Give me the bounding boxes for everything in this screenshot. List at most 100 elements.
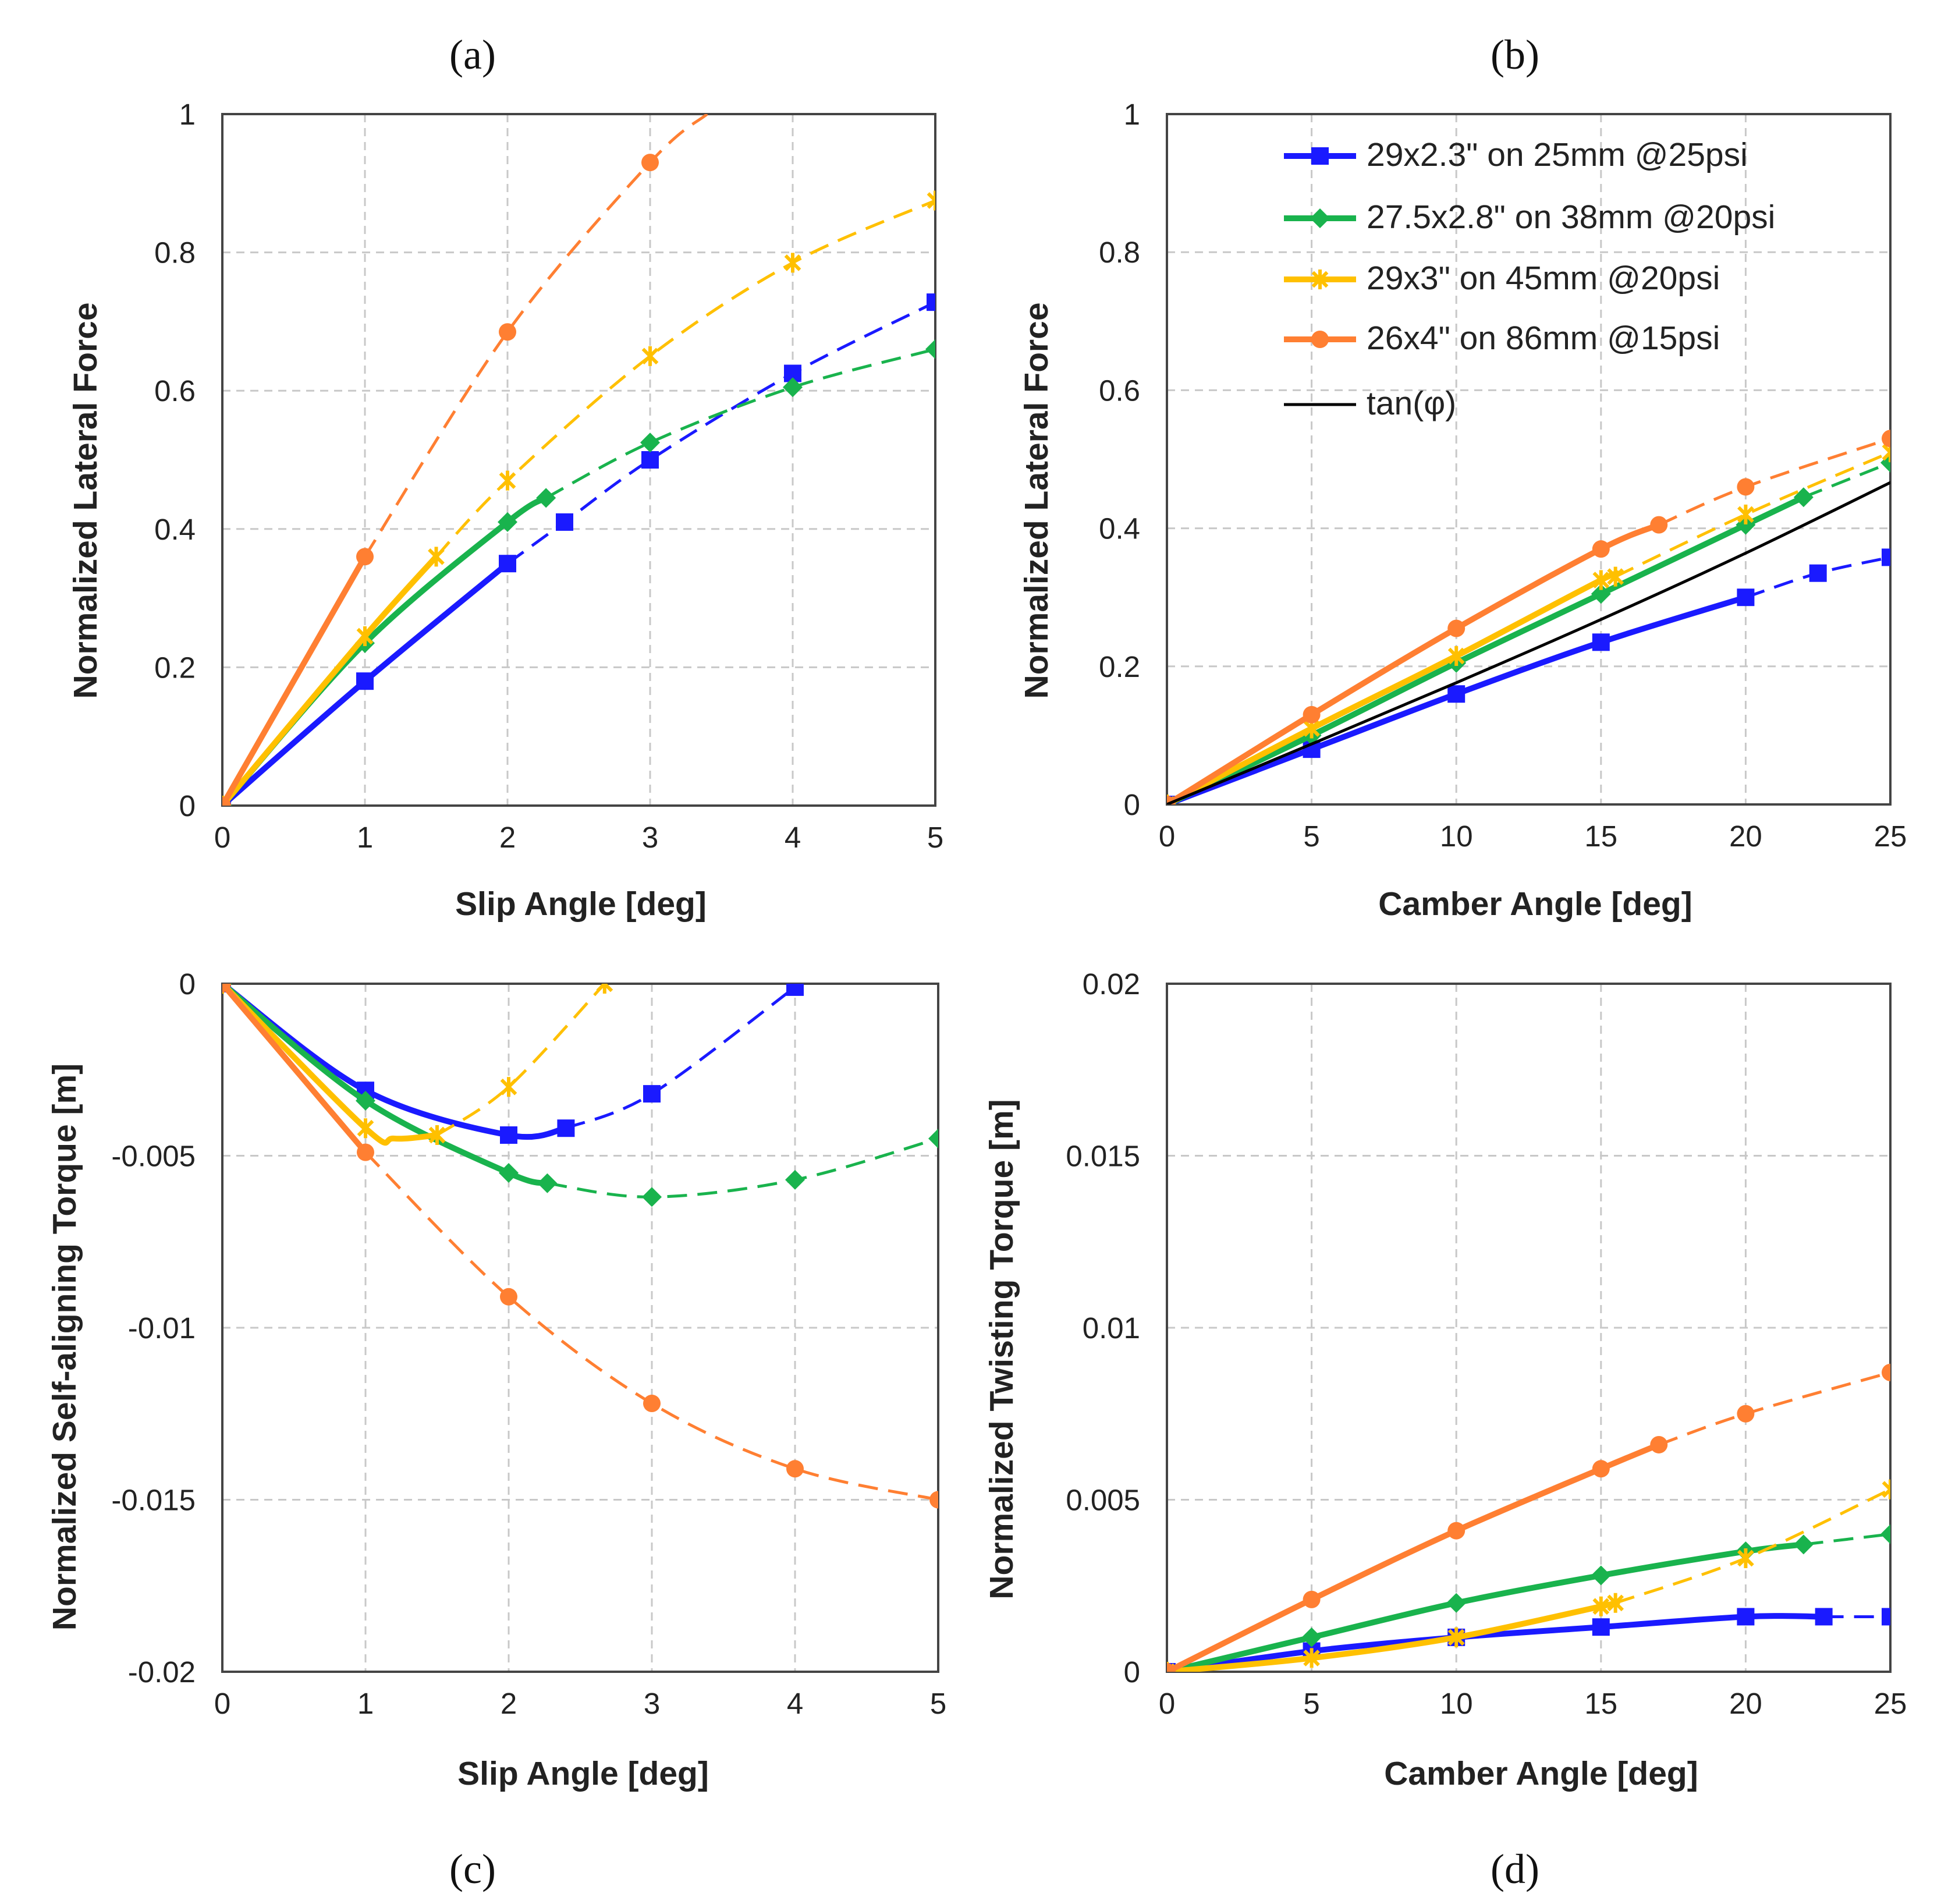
data-point bbox=[1882, 1479, 1890, 1499]
x-tick-label: 15 bbox=[1584, 820, 1617, 853]
series-2 bbox=[1167, 442, 1890, 804]
data-point bbox=[929, 1491, 938, 1509]
data-point bbox=[499, 1163, 519, 1183]
data-point bbox=[641, 346, 659, 366]
y-tick-label: 1 bbox=[179, 98, 196, 131]
x-tick-label: 5 bbox=[1303, 820, 1319, 853]
x-tick-label: 5 bbox=[930, 1687, 946, 1720]
data-point bbox=[925, 339, 935, 359]
data-point bbox=[1447, 685, 1465, 703]
y-axis-title-b: Normalized Lateral Force bbox=[1018, 302, 1055, 699]
x-tick-label: 20 bbox=[1729, 820, 1762, 853]
y-tick-label: -0.015 bbox=[111, 1484, 196, 1517]
data-point bbox=[1737, 1548, 1754, 1568]
x-tick-label: 2 bbox=[499, 821, 516, 854]
x-axis-title-d: Camber Angle [deg] bbox=[1384, 1755, 1698, 1792]
x-tick-label: 3 bbox=[644, 1687, 660, 1720]
data-point bbox=[1650, 516, 1668, 534]
y-tick-label: 0.6 bbox=[1099, 374, 1140, 407]
series-line-dashed bbox=[545, 348, 935, 499]
series-line-dashed bbox=[1614, 1488, 1890, 1605]
data-point bbox=[1167, 1663, 1176, 1672]
data-point bbox=[1447, 1522, 1465, 1540]
series-3 bbox=[222, 114, 708, 806]
data-point bbox=[1882, 430, 1890, 448]
series-3 bbox=[1167, 430, 1890, 804]
legend: 29x2.3" on 25mm @25psi 27.5x2.8" on 38mm… bbox=[1284, 136, 1775, 422]
y-axis-title-c: Normalized Self-aligning Torque [m] bbox=[46, 1063, 83, 1630]
panel-label-c: (c) bbox=[449, 1846, 496, 1892]
data-point bbox=[1809, 564, 1827, 582]
series-line-solid bbox=[1167, 494, 1807, 804]
y-tick-label: 0.015 bbox=[1066, 1140, 1140, 1173]
data-point bbox=[1592, 633, 1610, 651]
series-line-solid bbox=[222, 554, 368, 806]
series-line-dashed bbox=[1803, 1533, 1890, 1546]
y-tick-label: 0.8 bbox=[1099, 236, 1140, 269]
chart-panel-d: Camber Angle [deg] Normalized Twisting T… bbox=[983, 967, 1907, 1892]
data-point bbox=[428, 547, 445, 567]
series-2 bbox=[222, 984, 613, 1146]
data-point bbox=[786, 1460, 804, 1478]
x-tick-label: 0 bbox=[1159, 820, 1175, 853]
legend-label-3: 26x4" on 86mm @15psi bbox=[1367, 320, 1720, 357]
series-line-dashed bbox=[1658, 1371, 1890, 1446]
y-tick-label: -0.01 bbox=[128, 1311, 196, 1345]
data-point bbox=[1737, 1608, 1755, 1626]
x-tick-label: 4 bbox=[785, 821, 801, 854]
y-tick-label: 0.005 bbox=[1066, 1484, 1140, 1517]
legend-swatch-marker bbox=[1310, 208, 1330, 228]
data-point bbox=[428, 1125, 446, 1146]
x-tick-label: 5 bbox=[1303, 1687, 1319, 1720]
data-point bbox=[356, 548, 374, 566]
chart-panel-b: (b) Camber Angle [deg] Normalized Latera… bbox=[1018, 31, 1907, 923]
series-line-solid bbox=[1167, 481, 1890, 804]
series-2 bbox=[222, 190, 935, 806]
x-tick-label: 15 bbox=[1584, 1687, 1617, 1720]
x-tick-label: 5 bbox=[927, 821, 943, 854]
data-point bbox=[1793, 1534, 1814, 1555]
series-1 bbox=[222, 339, 935, 806]
data-point bbox=[356, 672, 374, 690]
data-point bbox=[1592, 570, 1610, 590]
series-line-solid bbox=[222, 984, 551, 1186]
data-point bbox=[1591, 584, 1611, 604]
legend-swatch-marker bbox=[1311, 331, 1329, 348]
y-tick-label: 0 bbox=[1124, 788, 1140, 821]
data-point bbox=[596, 984, 613, 994]
data-point bbox=[1650, 1435, 1668, 1453]
data-point bbox=[500, 1288, 517, 1306]
series-line-solid bbox=[222, 554, 439, 806]
data-point bbox=[1447, 1627, 1465, 1647]
data-point bbox=[1301, 1627, 1322, 1647]
data-point bbox=[1303, 1648, 1320, 1668]
series-line-dashed bbox=[1802, 461, 1890, 499]
y-tick-label: 1 bbox=[1124, 98, 1140, 131]
data-point bbox=[784, 253, 801, 273]
series-0 bbox=[1167, 548, 1890, 804]
data-point bbox=[1447, 619, 1465, 637]
data-point bbox=[1882, 548, 1890, 566]
legend-label-4: tan(φ) bbox=[1367, 385, 1456, 422]
data-point bbox=[928, 1128, 938, 1148]
plot-frame bbox=[221, 113, 936, 807]
x-tick-label: 0 bbox=[1159, 1687, 1175, 1720]
x-tick-label: 2 bbox=[501, 1687, 517, 1720]
data-point bbox=[641, 451, 659, 469]
data-point bbox=[1607, 566, 1624, 587]
y-tick-label: -0.02 bbox=[128, 1655, 196, 1689]
data-point bbox=[1591, 1565, 1611, 1586]
data-point bbox=[357, 1118, 374, 1139]
data-point bbox=[1592, 540, 1610, 558]
series-line-solid bbox=[222, 984, 569, 1140]
data-point bbox=[357, 1143, 374, 1161]
data-point bbox=[641, 154, 659, 172]
data-point bbox=[557, 1119, 575, 1137]
data-point bbox=[1303, 705, 1321, 724]
x-tick-label: 0 bbox=[214, 821, 230, 854]
data-point bbox=[1592, 1460, 1610, 1478]
data-point bbox=[1882, 1363, 1890, 1381]
y-tick-label: 0 bbox=[1124, 1655, 1140, 1689]
series-3 bbox=[1167, 1363, 1890, 1672]
